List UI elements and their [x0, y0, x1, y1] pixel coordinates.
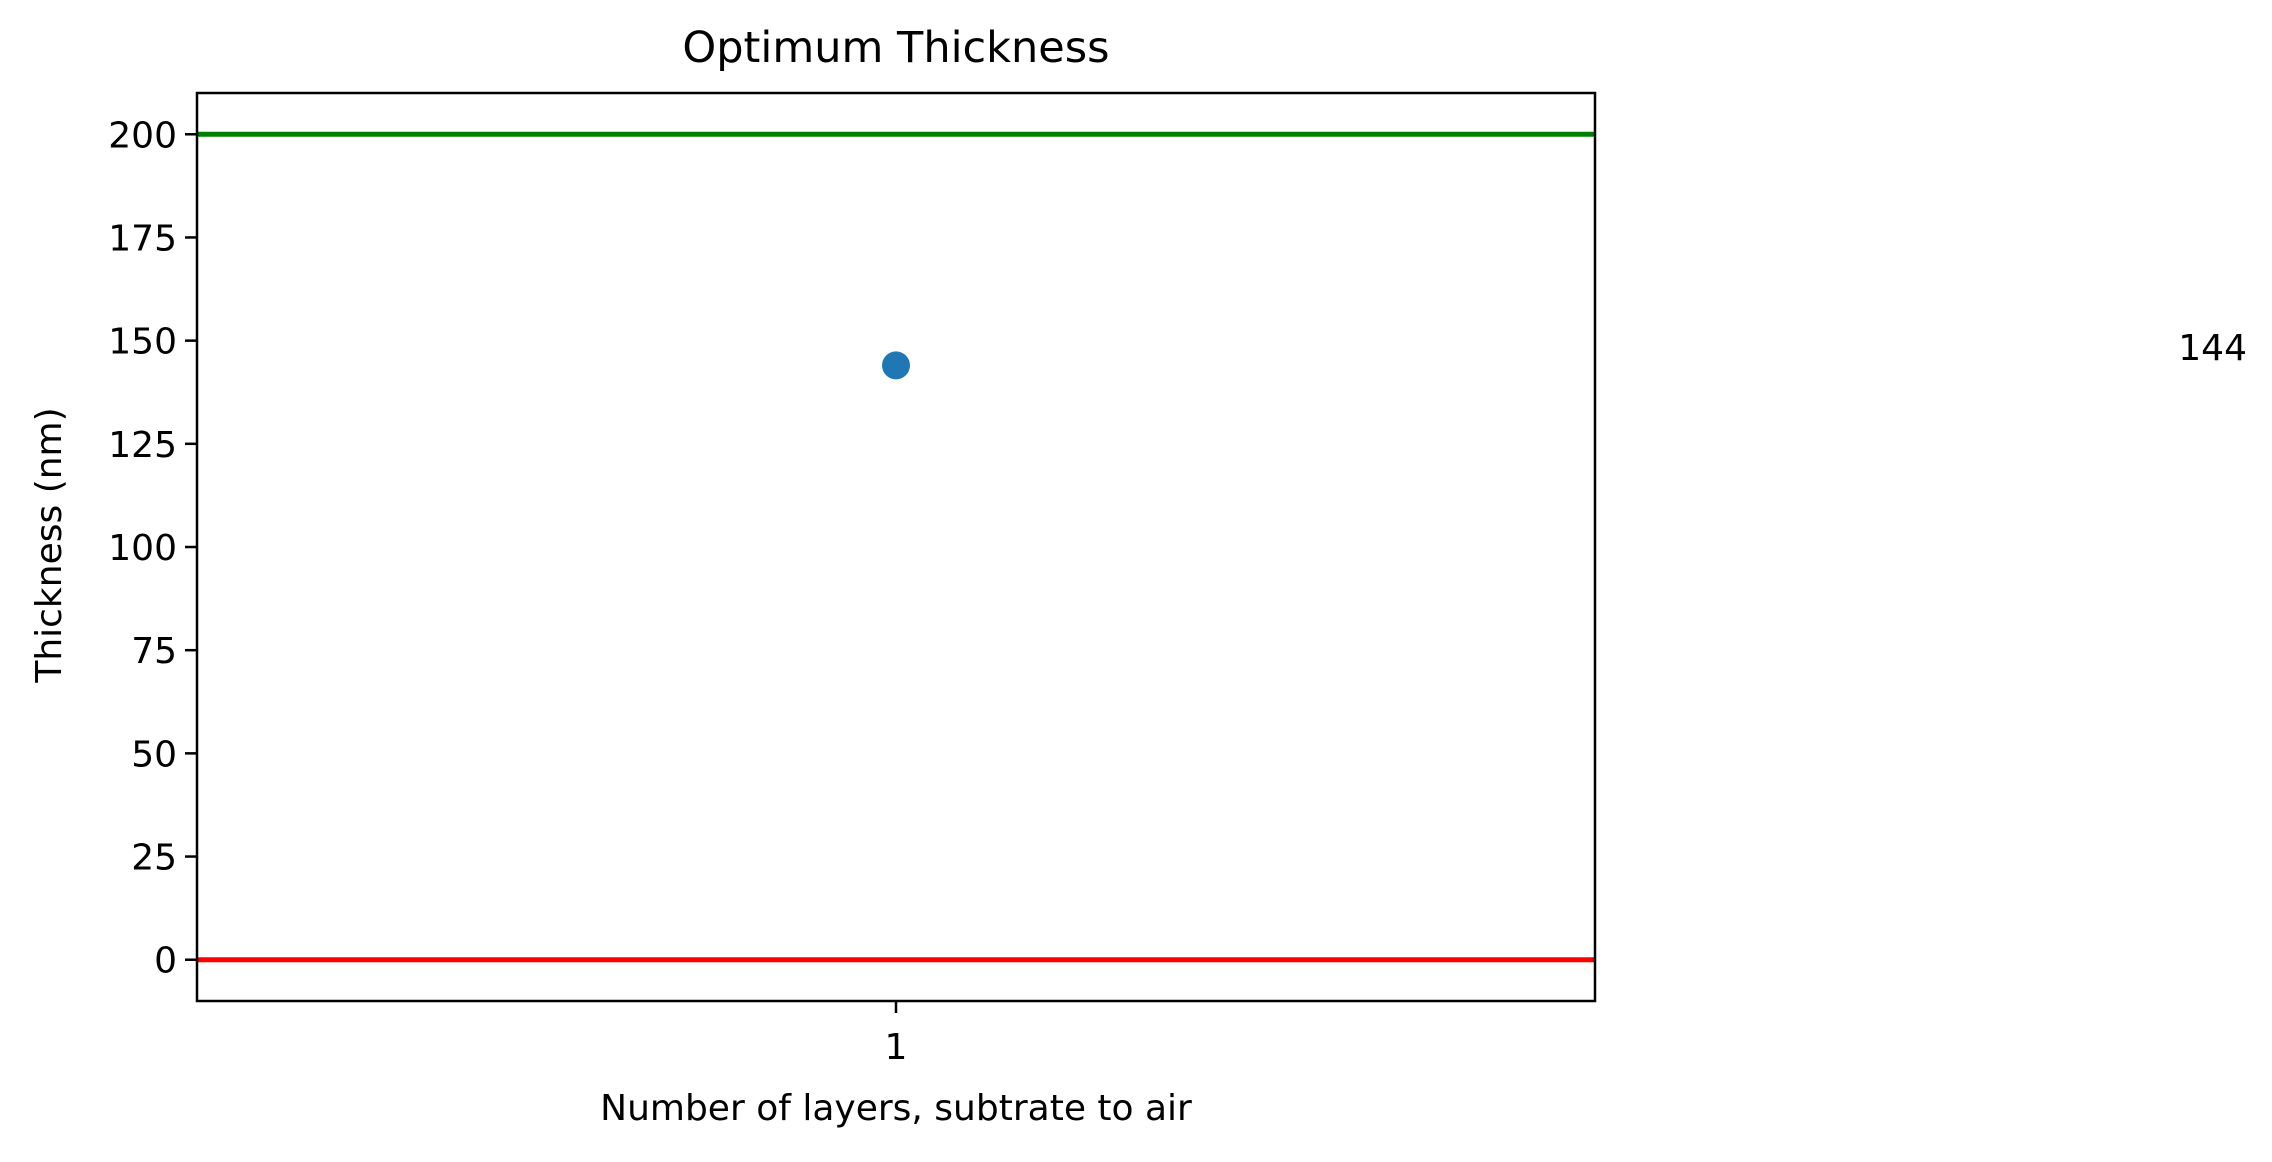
y-tick-label: 100 — [108, 528, 177, 569]
y-axis-ticks: 0 25 50 75 100 125 150 175 200 — [108, 115, 197, 982]
value-annotation: 144 — [2178, 328, 2247, 369]
y-axis-label: Thickness (nm) — [29, 407, 70, 683]
y-tick-label: 125 — [108, 425, 177, 466]
y-tick-label: 150 — [108, 322, 177, 363]
y-tick-label: 50 — [131, 734, 177, 775]
y-tick-label: 25 — [131, 838, 177, 879]
y-tick-label: 175 — [108, 218, 177, 259]
y-tick-label: 75 — [131, 631, 177, 672]
chart-title: Optimum Thickness — [682, 23, 1109, 73]
x-axis-label: Number of layers, subtrate to air — [600, 1088, 1192, 1129]
data-point — [882, 351, 910, 380]
y-tick-label: 200 — [108, 115, 177, 156]
axes-frame — [195, 91, 1597, 1003]
plot-area — [197, 131, 1595, 963]
x-axis-ticks: 1 — [885, 1001, 908, 1068]
x-tick-label: 1 — [885, 1027, 908, 1068]
y-tick-label: 0 — [154, 941, 177, 982]
